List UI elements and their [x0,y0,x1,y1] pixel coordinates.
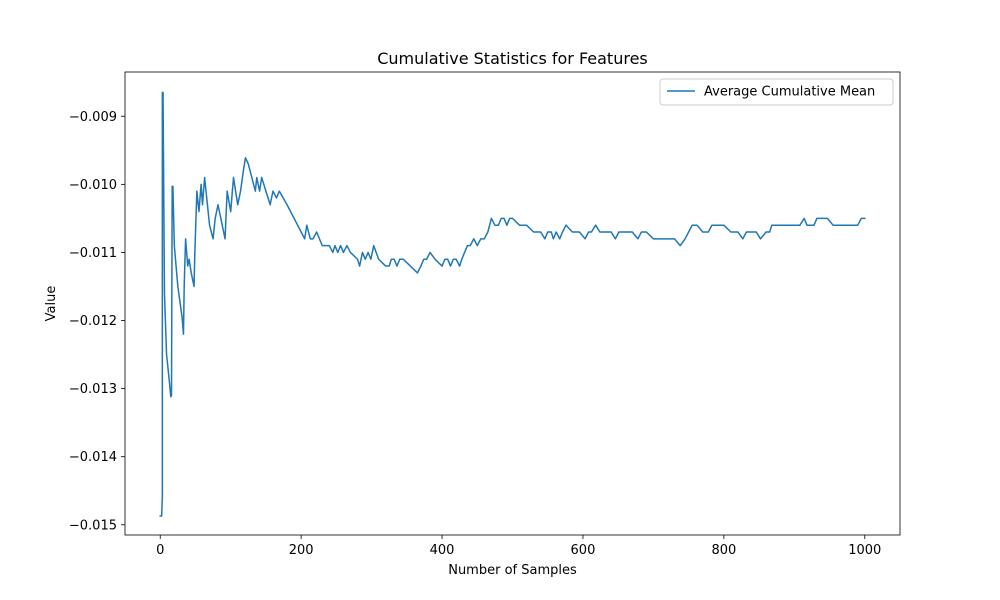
x-axis-ticks: 0 200 400 600 800 1000 [156,535,881,558]
y-axis-ticks: −0.015 −0.014 −0.013 −0.012 −0.011 −0.010 −0.0… [69,110,125,533]
y-tick-label: −0.012 [69,314,117,329]
axes-frame [124,71,901,536]
y-tick-label: −0.011 [69,246,117,261]
x-tick-label: 600 [571,543,596,558]
legend: Average Cumulative Mean [659,78,894,106]
x-tick-label: 0 [156,543,164,558]
series-line-average-cumulative-mean [159,91,866,517]
chart-title: Cumulative Statistics for Features [377,49,648,68]
y-axis-label: Value [44,286,59,322]
y-tick-label: −0.013 [69,382,117,397]
legend-label: Average Cumulative Mean [704,85,875,100]
x-tick-label: 200 [289,543,314,558]
plot-area [159,91,866,517]
x-tick-label: 800 [711,543,736,558]
y-tick-label: −0.009 [69,110,117,125]
x-axis-label: Number of Samples [448,563,577,578]
x-tick-label: 1000 [848,543,881,558]
legend-box [659,78,894,106]
y-tick-label: −0.014 [69,450,117,465]
x-tick-label: 400 [430,543,455,558]
y-tick-label: −0.015 [69,518,117,533]
y-tick-label: −0.010 [69,178,117,193]
